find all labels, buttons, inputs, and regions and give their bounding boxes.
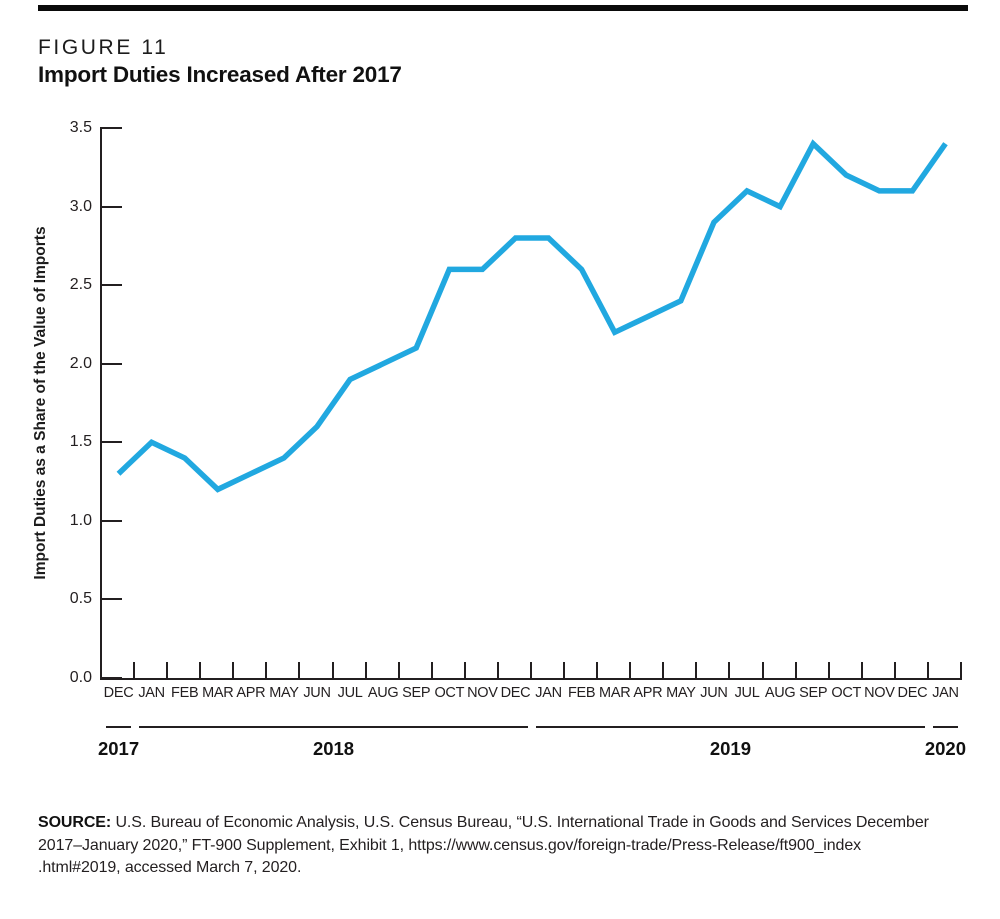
x-axis-tick (331, 662, 334, 678)
source-line: .html#2019, accessed March 7, 2020. (38, 859, 302, 876)
x-axis-tick (530, 662, 532, 678)
x-axis-tick (166, 662, 169, 678)
month-label: NOV (864, 685, 895, 701)
top-rule (38, 5, 968, 11)
y-axis-tick (100, 362, 122, 365)
y-axis-title: Import Duties as a Share of the Value of… (32, 226, 49, 580)
year-segment-line (535, 726, 925, 728)
year-segment: 2018 (135, 726, 532, 760)
y-axis-tick (100, 284, 122, 287)
month-label: AUG (764, 685, 796, 701)
month-label: DEC (500, 685, 531, 701)
year-segment: 2017 (98, 726, 139, 760)
month-label: OCT (831, 685, 862, 701)
y-tick-label: 3.0 (69, 197, 92, 215)
x-axis-tick (397, 662, 400, 678)
year-segment-line (932, 726, 958, 728)
y-tick-label: 3.5 (69, 119, 92, 136)
year-label: 2019 (709, 738, 752, 759)
y-axis-tick (100, 127, 122, 129)
year-segment-line (139, 726, 528, 728)
month-label: MAY (666, 685, 696, 701)
month-label: NOV (467, 685, 498, 701)
source-prefix: SOURCE: (38, 814, 112, 831)
month-label: MAY (269, 685, 299, 701)
month-label: APR (633, 685, 663, 701)
x-axis-month-labels: DEC JAN FEB MAR APR MAY JUN JUL AUG SEP OCT NOV DEC J… (102, 685, 962, 701)
x-axis-tick (232, 662, 235, 678)
y-axis-tick (100, 519, 122, 522)
x-axis-tick (133, 662, 136, 678)
month-label: JUL (734, 685, 760, 701)
x-axis-tick (662, 662, 665, 678)
y-tick-label: 1.0 (69, 511, 92, 529)
x-axis-tick (298, 662, 301, 678)
x-axis-tick (265, 662, 268, 678)
x-axis-tick (860, 662, 863, 678)
figure-number: FIGURE 11 (38, 36, 169, 59)
x-axis-tick (596, 662, 599, 678)
year-segment: 2020 (925, 726, 966, 760)
month-label: JUN (303, 685, 331, 701)
year-segment: 2019 (532, 726, 929, 760)
year-label: 2020 (924, 738, 967, 759)
y-axis-tick (100, 205, 122, 208)
x-axis-tick (761, 662, 764, 678)
x-axis-tick (926, 662, 929, 678)
x-axis-tick (695, 662, 698, 678)
source-line: 2017–January 2020,” FT-900 Supplement, E… (38, 836, 862, 854)
x-axis-tick (728, 662, 731, 678)
y-tick-label: 1.5 (69, 433, 92, 451)
x-axis-tick (430, 662, 433, 678)
y-tick-label: 0.0 (69, 669, 92, 686)
plot-area (100, 127, 962, 680)
month-label: MAR (202, 685, 234, 701)
x-axis-tick (463, 662, 466, 678)
month-label: MAR (599, 685, 631, 701)
source-note: SOURCE: U.S. Bureau of Economic Analysis… (38, 812, 958, 880)
x-axis-tick (199, 662, 202, 678)
month-label: DEC (103, 685, 134, 701)
x-axis-tick (794, 662, 797, 678)
x-axis-tick (496, 662, 499, 678)
x-axis-tick (563, 662, 566, 678)
year-segment-line (106, 726, 132, 728)
y-tick-label: 2.0 (69, 354, 92, 372)
year-label: 2018 (312, 738, 355, 759)
y-axis-tick (100, 441, 122, 444)
y-axis-tick (100, 598, 122, 601)
y-axis-tick (100, 677, 122, 679)
month-label: JAN (535, 685, 562, 701)
y-tick-label: 0.5 (69, 590, 92, 608)
month-label: SEP (799, 685, 828, 701)
import-duties-line-series (116, 139, 948, 493)
month-label: JUN (700, 685, 728, 701)
month-label: JUL (337, 685, 363, 701)
month-label: SEP (402, 685, 431, 701)
month-label: JAN (138, 685, 165, 701)
x-axis-tick (364, 662, 367, 678)
x-axis-tick (960, 662, 962, 678)
month-label: APR (236, 685, 266, 701)
source-text: U.S. Bureau of Economic Analysis, U.S. C… (115, 814, 929, 831)
month-label: JAN (932, 685, 959, 701)
month-label: OCT (434, 685, 465, 701)
month-label: FEB (567, 685, 596, 701)
x-axis-tick (629, 662, 632, 678)
month-label: FEB (171, 685, 199, 701)
y-tick-label: 2.5 (69, 276, 92, 294)
x-axis-year-band: 2017 2018 2019 2020 (98, 726, 966, 760)
figure-title: Import Duties Increased After 2017 (38, 62, 402, 87)
x-axis-tick (893, 662, 896, 678)
year-label: 2017 (97, 738, 140, 759)
month-label: AUG (367, 685, 399, 701)
source-line: SOURCE: U.S. Bureau of Economic Analysis… (38, 812, 958, 835)
x-axis-tick (827, 662, 830, 678)
month-label: DEC (897, 685, 928, 701)
